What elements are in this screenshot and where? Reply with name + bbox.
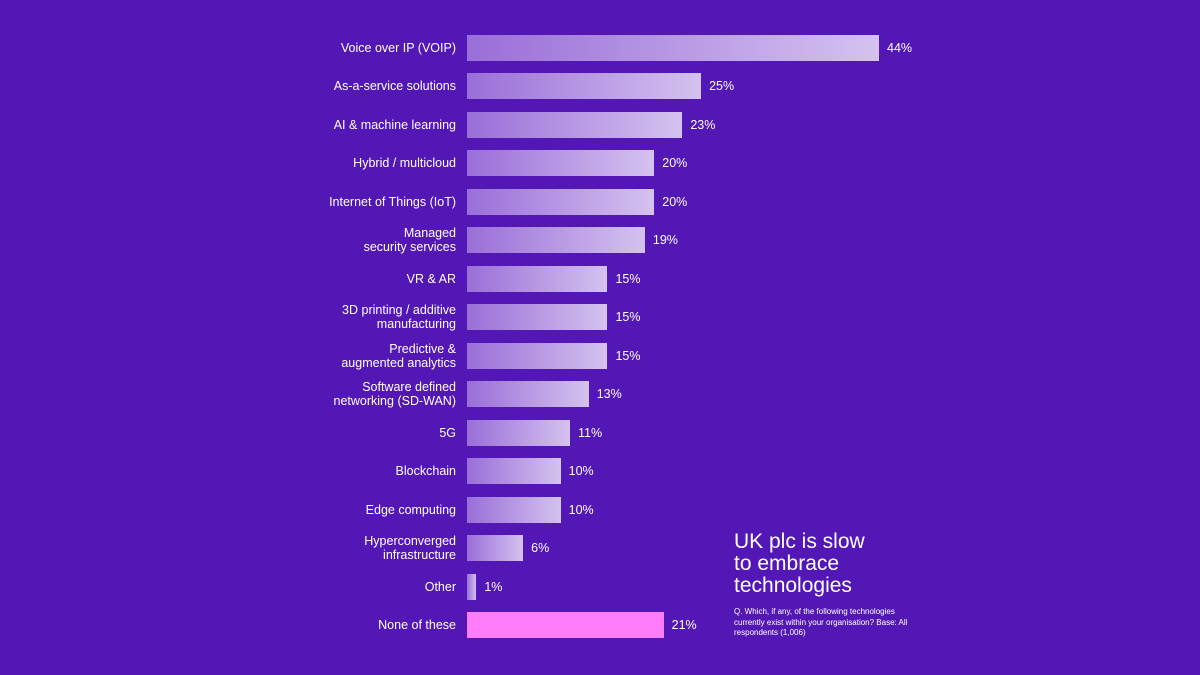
value-label: 21% xyxy=(671,618,697,632)
bar xyxy=(467,188,655,215)
chart-title: UK plc is slow to embrace technologies xyxy=(734,530,865,597)
category-label: Managed security services xyxy=(363,226,456,254)
bar xyxy=(467,458,561,484)
value-label: 44% xyxy=(887,40,913,55)
value-label: 15% xyxy=(615,271,641,286)
value-label: 1% xyxy=(484,579,503,594)
bar xyxy=(467,342,608,369)
bar xyxy=(467,73,702,99)
category-label: As-a-service solutions xyxy=(333,79,456,93)
value-label: 20% xyxy=(662,194,688,209)
chart-note: Q. Which, if any, of the following techn… xyxy=(734,607,908,637)
category-label: Hyperconverged infrastructure xyxy=(364,534,456,562)
value-label: 13% xyxy=(596,387,622,401)
value-label: 15% xyxy=(615,348,641,363)
value-label: 15% xyxy=(615,310,641,324)
bar xyxy=(467,612,664,638)
value-label: 10% xyxy=(568,502,594,517)
category-label: Software defined networking (SD-WAN) xyxy=(333,380,456,408)
bar xyxy=(467,150,655,176)
category-label: Internet of Things (IoT) xyxy=(329,194,456,209)
value-label: 25% xyxy=(709,79,735,93)
bar xyxy=(467,419,570,446)
bar xyxy=(467,573,477,600)
category-label: Other xyxy=(424,579,456,594)
category-label: Edge computing xyxy=(365,502,456,517)
category-label: Blockchain xyxy=(395,464,456,478)
chart-title-block: UK plc is slow to embrace technologies Q… xyxy=(734,531,934,639)
category-label: 5G xyxy=(439,425,456,440)
value-label: 11% xyxy=(578,425,603,440)
category-label: VR & AR xyxy=(406,271,456,286)
bar xyxy=(467,111,683,138)
category-label: Hybrid / multicloud xyxy=(353,156,456,170)
category-label: None of these xyxy=(378,618,456,632)
value-label: 23% xyxy=(690,117,716,132)
bar xyxy=(467,34,879,61)
bar xyxy=(467,381,589,407)
category-label: 3D printing / additive manufacturing xyxy=(342,303,456,331)
bar xyxy=(467,304,608,330)
value-label: 20% xyxy=(662,156,688,170)
value-label: 10% xyxy=(568,464,594,478)
bar xyxy=(467,227,645,253)
category-label: AI & machine learning xyxy=(333,117,456,132)
value-label: 6% xyxy=(531,541,550,555)
category-label: Voice over IP (VOIP) xyxy=(340,40,456,55)
bar xyxy=(467,535,524,561)
bar xyxy=(467,496,561,523)
category-label: Predictive & augmented analytics xyxy=(341,341,456,370)
value-label: 19% xyxy=(652,233,678,247)
bar xyxy=(467,265,608,292)
